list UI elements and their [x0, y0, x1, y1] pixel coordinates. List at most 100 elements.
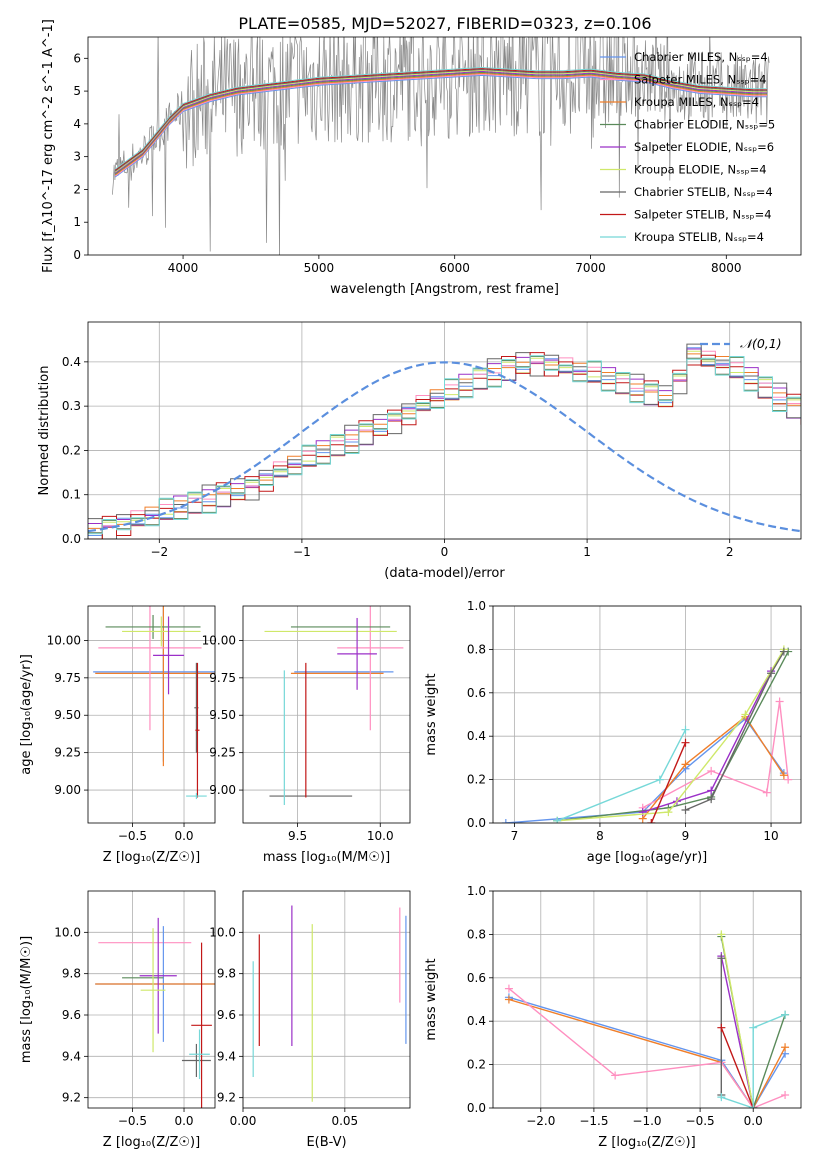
y-tick-label: 9.75: [54, 671, 81, 685]
model-salpeter_miles: [114, 73, 767, 177]
x-tick-label: 10.0: [367, 829, 394, 843]
axes-frame: [242, 890, 411, 1109]
weight-line-salpeter_elodie: [642, 670, 772, 813]
model-kroupa_stelib: [114, 66, 767, 170]
model-chabrier_elodie: [114, 71, 767, 175]
y-tick-label: 0.8: [467, 642, 486, 656]
y-tick-label: 6: [73, 51, 81, 65]
y-tick-label: 1.0: [467, 884, 486, 898]
x-axis-label: mass [log₁₀(M/M☉)]: [263, 850, 390, 865]
y-tick-label: 0.6: [467, 686, 486, 700]
y-tick-label: 9.50: [54, 708, 81, 722]
panel-massweight_vs_age: 7 8 9 10 0.0 0.2 0.4 0.6 0.8 1.0 age [log₁₀(age/yr…: [424, 599, 802, 865]
panel-mass_vs_Z: −0.5 0.0 9.2 9.4 9.6 9.8 10.0 Z [log₁₀(Z/Z☉)] ma…: [19, 890, 216, 1150]
y-tick-label: 0.8: [467, 927, 486, 941]
weight-line-kroupa_elodie: [557, 649, 785, 822]
histogram-chabrier_stelib: [88, 343, 801, 539]
weight-marker-kroupa_elodie: [741, 710, 750, 719]
x-tick-label: 9: [682, 829, 690, 843]
y-tick-label: 9.6: [62, 1008, 81, 1022]
x-axis-label: E(B-V): [306, 1135, 346, 1150]
panel-residuals: −2 −1 0 1 2 0.0 0.1 0.2 0.3 0.4 (data-model)/error…: [37, 321, 802, 581]
weight-marker-kroupa_miles: [681, 760, 690, 769]
x-tick-label: −0.5: [686, 1114, 715, 1128]
weight-marker-salpeter_elodie: [707, 786, 716, 795]
x-axis-label: Z [log₁₀(Z/Z☉)]: [103, 850, 200, 865]
histogram-salpeter_elodie: [88, 348, 801, 528]
x-tick-label: 7: [511, 829, 519, 843]
y-tick-label: 9.8: [217, 967, 236, 981]
y-axis-label: mass [log₁₀(M/M☉)]: [19, 936, 34, 1063]
y-tick-label: 0.4: [467, 1014, 486, 1028]
legend-label-salpeter_elodie: Salpeter ELODIE, Nₛₛₚ=6: [634, 140, 774, 154]
y-tick-label: 0.0: [62, 532, 81, 546]
x-tick-label: 7000: [575, 261, 606, 275]
weight-line-kroupa_miles: [642, 715, 785, 820]
weight-line-chabrier_stelib: [685, 651, 785, 811]
x-axis-label: (data-model)/error: [384, 566, 505, 581]
weight-marker-salpeter_stelib: [717, 1023, 726, 1032]
x-tick-label: 10: [763, 829, 778, 843]
legend-label-chabrier_stelib: Chabrier STELIB, Nₛₛₚ=4: [634, 185, 773, 199]
y-tick-label: 9.2: [217, 1091, 236, 1105]
x-axis-label: age [log₁₀(age/yr)]: [587, 850, 708, 865]
y-tick-label: 1: [73, 215, 81, 229]
weight-marker-chabrier_stelib: [681, 805, 690, 814]
weight-marker-kroupa_miles: [781, 1043, 790, 1052]
y-tick-label: 0.4: [62, 355, 81, 369]
plot-area: [95, 917, 215, 1108]
y-tick-label: 0.1: [62, 488, 81, 502]
y-tick-label: 9.75: [209, 671, 236, 685]
plot-area: [112, 37, 770, 255]
axes-frame: [492, 890, 802, 1109]
y-tick-label: 0.0: [467, 1101, 486, 1115]
weight-marker-kroupa_stelib: [781, 1010, 790, 1019]
y-tick-label: 4: [73, 117, 81, 131]
panel-massweight_vs_Z: −2.0 −1.5 −1.0 −0.5 0.0 0.0 0.2 0.4 0.6 0.8 1.0 Z […: [424, 884, 802, 1150]
y-tick-label: 0: [73, 248, 81, 262]
plot-area: [264, 606, 404, 806]
x-tick-label: 8000: [711, 261, 742, 275]
x-tick-label: −0.5: [118, 829, 147, 843]
weight-marker-salpeter_stelib: [647, 819, 656, 823]
y-tick-label: 9.00: [209, 783, 236, 797]
weight-marker-chabrier_stelib: [717, 954, 726, 963]
y-tick-label: 10.0: [209, 925, 236, 939]
x-axis-label: Z [log₁₀(Z/Z☉)]: [103, 1135, 200, 1150]
x-tick-label: −1.0: [632, 1114, 661, 1128]
weight-marker-salpeter_miles: [781, 1090, 790, 1099]
weight-marker-salpeter_miles: [762, 788, 771, 797]
axes-frame: [87, 890, 216, 1109]
x-tick-label: 0.00: [230, 1114, 257, 1128]
weight-marker-chabrier_miles: [501, 819, 510, 823]
observed-spectrum: [112, 37, 770, 255]
x-tick-label: 0.05: [331, 1114, 358, 1128]
y-tick-label: 0.3: [62, 399, 81, 413]
weight-marker-chabrier_stelib: [707, 795, 716, 804]
x-tick-label: 0.0: [744, 1114, 763, 1128]
y-axis-label: age [log₁₀(age/yr)]: [19, 654, 34, 775]
x-tick-label: 0: [441, 545, 449, 559]
weight-marker-salpeter_miles: [784, 775, 793, 784]
weight-line-salpeter_stelib: [650, 742, 687, 823]
panels: 4000 5000 6000 7000 8000 0 1 2 3 4 5 6 wavelength [A…: [19, 19, 802, 1150]
y-axis-label: mass weight: [424, 673, 439, 755]
histogram-salpeter_stelib: [88, 352, 801, 539]
x-tick-label: 6000: [439, 261, 470, 275]
y-tick-label: 10.00: [47, 633, 81, 647]
y-tick-label: 9.6: [217, 1008, 236, 1022]
y-tick-label: 0.2: [467, 773, 486, 787]
weight-marker-kroupa_miles: [779, 771, 788, 780]
weight-marker-kroupa_stelib: [655, 775, 664, 784]
y-tick-label: 5: [73, 84, 81, 98]
weight-marker-salpeter_miles: [775, 697, 784, 706]
model-salpeter_stelib: [114, 67, 767, 171]
x-tick-label: 0.0: [174, 1114, 193, 1128]
legend-label-kroupa_elodie: Kroupa ELODIE, Nₛₛₚ=4: [634, 163, 767, 177]
x-tick-label: 0.0: [174, 829, 193, 843]
y-tick-label: 9.50: [209, 708, 236, 722]
legend-label-chabrier_miles: Chabrier MILES, Nₛₛₚ=4: [634, 50, 768, 64]
weight-marker-salpeter_elodie: [638, 808, 647, 817]
y-tick-label: 0.2: [467, 1058, 486, 1072]
